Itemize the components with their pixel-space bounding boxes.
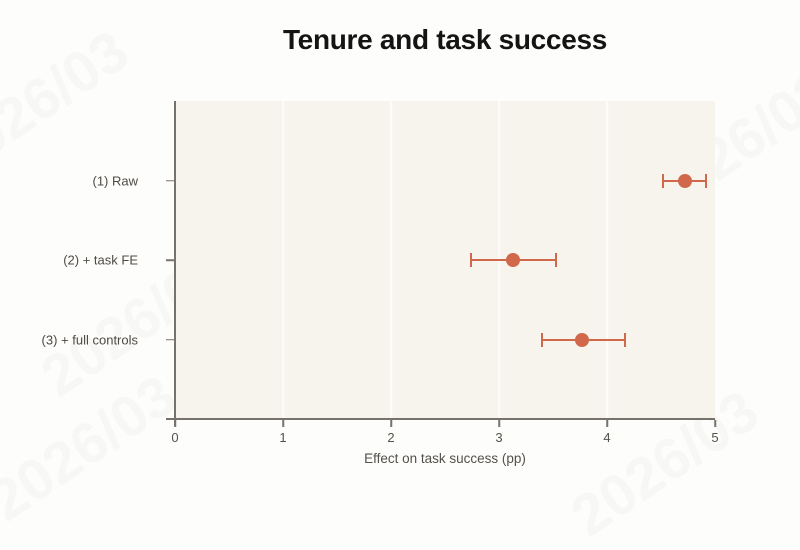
x-tick	[174, 420, 176, 427]
x-tick	[714, 420, 716, 427]
gridline	[282, 101, 284, 419]
error-bar-cap-high	[555, 253, 558, 267]
point-dot	[506, 253, 521, 267]
x-axis-tick-labels: 0 1 2 3 4 5	[171, 430, 719, 446]
plot-area	[175, 101, 715, 419]
point-dot	[677, 173, 692, 188]
x-tick	[390, 420, 392, 427]
error-bar-cap-low	[662, 173, 665, 188]
point-dot	[575, 332, 590, 347]
error-bar-cap-high	[705, 173, 708, 188]
error-bar-cap-high	[624, 332, 627, 347]
x-tick	[606, 420, 608, 427]
x-tick-label: 4	[603, 430, 611, 445]
y-axis-label: (3) + full controls	[41, 332, 138, 347]
gridline	[606, 101, 608, 419]
chart-page: 2026/032026/03-2026/032026/032026/032026…	[0, 24, 719, 466]
x-tick-label: 0	[171, 430, 179, 445]
y-tick-mark	[166, 338, 175, 341]
x-tick-label: 2	[387, 430, 395, 445]
y-axis-ticks	[166, 101, 175, 419]
x-tick	[498, 420, 500, 427]
y-tick-mark	[166, 259, 175, 261]
x-axis-ticks	[174, 420, 716, 427]
chart-title: Tenure and task success	[282, 24, 608, 55]
error-bar-cap-low	[541, 332, 544, 347]
y-axis-label: (2) + task FE	[63, 252, 138, 268]
x-tick-label: 5	[711, 430, 719, 445]
x-tick	[282, 420, 284, 427]
x-axis-title: Effect on task success (pp)	[364, 451, 526, 466]
y-axis-label: (1) Raw	[92, 173, 138, 188]
y-tick-mark	[166, 179, 175, 182]
x-tick-label: 3	[495, 430, 503, 445]
gridline	[390, 101, 392, 419]
y-axis-labels: (1) Raw (2) + task FE (3) + full controls	[0, 101, 138, 419]
x-axis-line	[166, 418, 715, 420]
y-axis-line	[174, 101, 176, 426]
error-bar-cap-low	[469, 253, 472, 267]
x-tick-label: 1	[279, 430, 287, 445]
